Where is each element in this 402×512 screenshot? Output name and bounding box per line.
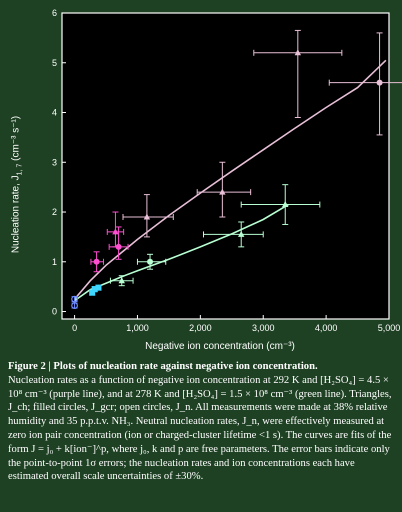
caption-body: Nucleation rates as a function of negati… [8,374,392,483]
figure-caption: Figure 2 | Plots of nucleation rate agai… [8,360,396,484]
plot-area [61,12,390,320]
y-tick-label: 4 [52,108,57,118]
green-data-point [240,184,321,225]
y-tick-label: 0 [52,307,57,317]
y-axis-label: Nucleation rate, J1, 7 (cm⁻³ s⁻¹) [10,115,24,254]
purple-data-point [90,251,105,273]
circle-marker [376,79,383,86]
y-tick-label: 6 [52,8,57,18]
x-tick-label: 3,000 [252,323,275,333]
circle-marker [147,258,154,265]
open-circle-marker [71,295,78,303]
x-tick-label: 5,000 [378,323,401,333]
x-tick-label: 4,000 [315,323,338,333]
green-data-point [71,302,78,309]
chart-figure: 0 1,000 2,000 3,000 4,000 5,000 0 1 2 3 4 5 6 [52,8,402,333]
y-tick-label: 2 [52,207,57,217]
circle-marker [115,243,122,250]
circle-marker [93,258,100,265]
purple-data-point [122,194,174,238]
x-axis-label: Negative ion concentration (cm⁻³) [145,341,295,352]
green-data-point [136,253,167,270]
purple-data-point [106,211,125,248]
square-marker [89,289,96,296]
green-data-point [109,275,134,287]
circle-marker [95,284,102,291]
purple-fit-line [73,59,387,300]
triangle-marker [238,230,245,237]
x-tick-label: 0 [72,323,77,333]
triangle-marker [294,49,302,56]
green-data-point [202,221,264,248]
purple-data-point [253,29,343,118]
green-data-point [95,284,102,291]
square-marker [91,286,98,293]
x-tick-label: 2,000 [189,323,212,333]
caption-title: Figure 2 | Plots of nucleation rate agai… [8,361,318,372]
green-data-point [71,295,78,303]
open-circle-marker [71,302,78,309]
triangle-marker [282,201,289,208]
y-tick-label: 1 [52,257,57,267]
purple-data-point [196,161,252,218]
x-tick-label: 1,000 [126,323,149,333]
y-tick-label: 5 [52,58,57,68]
triangle-marker [143,213,151,220]
purple-data-point [328,32,402,136]
y-tick-label: 3 [52,157,57,167]
triangle-marker [112,228,119,235]
triangle-marker [219,188,226,195]
triangle-marker [118,277,125,284]
